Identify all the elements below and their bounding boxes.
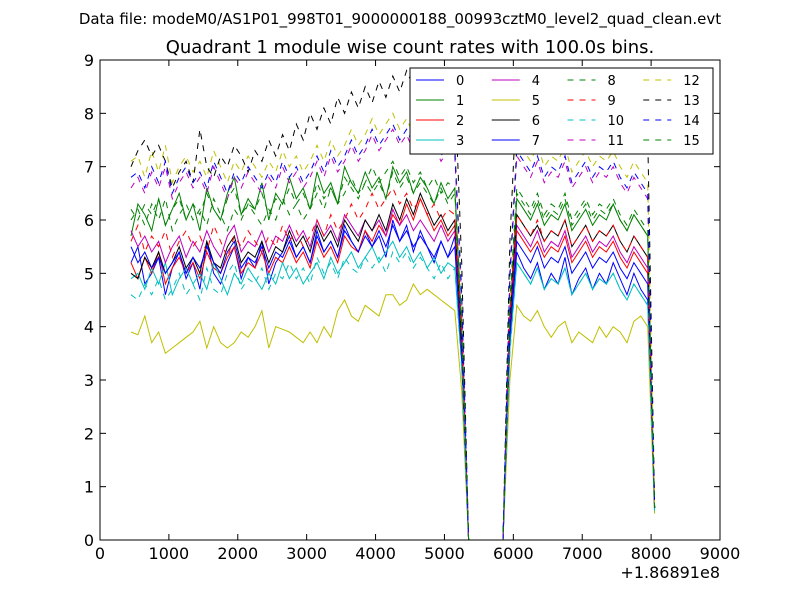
series-line-11 xyxy=(130,128,656,540)
x-tick-label: 4000 xyxy=(355,544,396,563)
x-offset-label: +1.86891e8 xyxy=(620,563,720,582)
legend-label-2: 2 xyxy=(456,114,464,129)
x-tick-label: 2000 xyxy=(217,544,258,563)
x-tick-label: 9000 xyxy=(700,544,741,563)
legend-label-14: 14 xyxy=(683,114,700,129)
y-tick-label: 7 xyxy=(84,158,94,177)
x-tick-label: 0 xyxy=(95,544,105,563)
plot-area xyxy=(130,63,656,540)
legend-label-1: 1 xyxy=(456,94,464,109)
y-tick-label: 3 xyxy=(84,371,94,390)
series-line-15 xyxy=(130,170,656,540)
y-tick-label: 1 xyxy=(84,478,94,497)
figure-suptitle: Data file: modeM0/AS1P01_998T01_90000001… xyxy=(79,10,721,29)
legend-label-3: 3 xyxy=(456,134,464,149)
legend-label-6: 6 xyxy=(532,114,540,129)
legend-label-12: 12 xyxy=(683,74,700,89)
series-line-4 xyxy=(130,207,656,540)
series-line-12 xyxy=(130,112,656,540)
x-tick-label: 5000 xyxy=(424,544,465,563)
legend-label-9: 9 xyxy=(608,94,616,109)
y-tick-label: 8 xyxy=(84,104,94,123)
series-line-8 xyxy=(130,160,656,540)
y-tick-label: 9 xyxy=(84,51,94,70)
x-tick-label: 7000 xyxy=(562,544,603,563)
series-line-0 xyxy=(130,219,656,540)
legend-label-5: 5 xyxy=(532,94,540,109)
legend-label-0: 0 xyxy=(456,74,464,89)
legend-box xyxy=(409,67,714,155)
x-tick-label: 1000 xyxy=(149,544,190,563)
legend-label-15: 15 xyxy=(683,134,700,149)
axes-frame xyxy=(99,59,721,541)
series-line-9 xyxy=(130,186,656,540)
series-line-5 xyxy=(130,282,656,540)
legend-label-11: 11 xyxy=(608,134,625,149)
y-tick-label: 2 xyxy=(84,424,94,443)
series-line-7 xyxy=(130,223,656,540)
legend-label-10: 10 xyxy=(608,114,625,129)
y-tick-label: 0 xyxy=(84,531,94,550)
y-tick-label: 5 xyxy=(84,264,94,283)
series-line-2 xyxy=(130,197,656,540)
y-tick-label: 6 xyxy=(84,211,94,230)
series-line-10 xyxy=(130,250,656,540)
x-tick-label: 3000 xyxy=(286,544,327,563)
legend-label-4: 4 xyxy=(532,74,540,89)
x-tick-label: 8000 xyxy=(631,544,672,563)
chart-title: Quadrant 1 module wise count rates with … xyxy=(166,37,655,58)
y-tick-label: 4 xyxy=(84,318,94,337)
legend-label-7: 7 xyxy=(532,134,540,149)
legend-label-8: 8 xyxy=(608,74,616,89)
x-axis-ticks: 0 1000 2000 3000 4000 5000 6000 7000 8000 9000 xyxy=(95,60,740,563)
x-tick-label: 6000 xyxy=(493,544,534,563)
legend-label-13: 13 xyxy=(683,94,700,109)
